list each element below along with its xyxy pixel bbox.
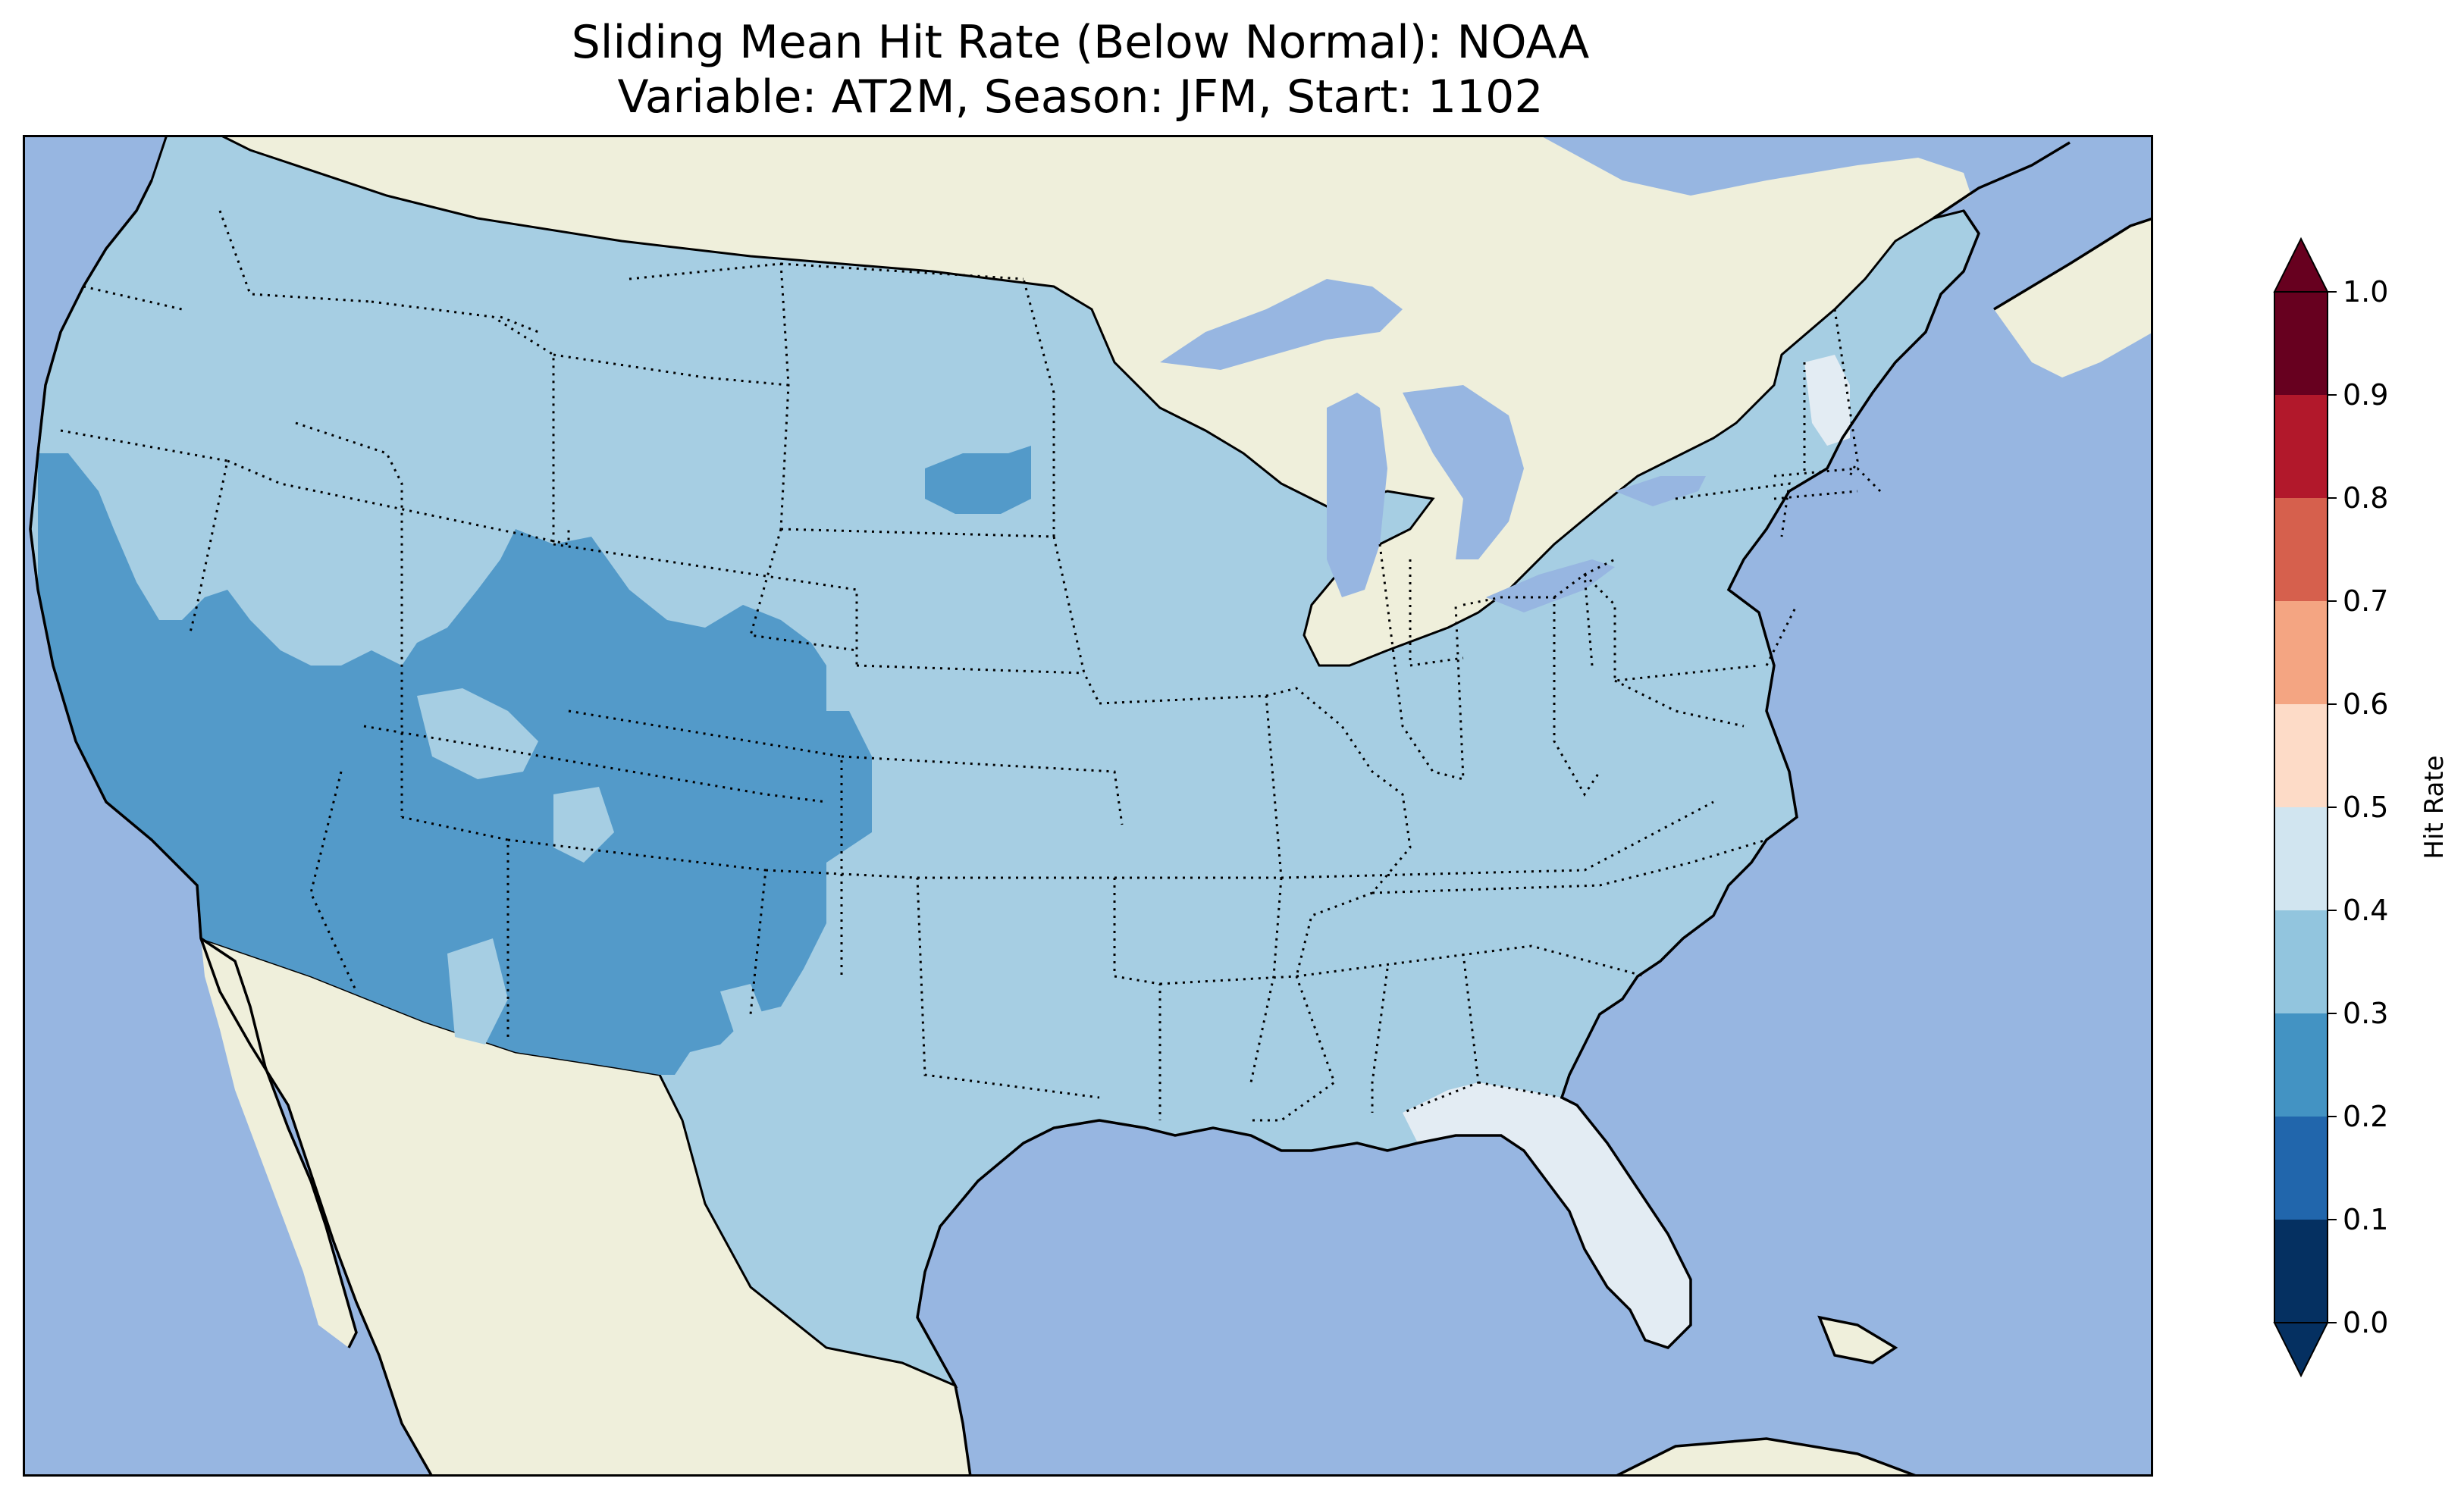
colorbar-level-3 — [2274, 910, 2328, 1013]
colorbar-level-7 — [2274, 498, 2328, 601]
state-borders — [60, 210, 1882, 1122]
sw-hole-3 — [447, 938, 508, 1045]
colorbar-level-6 — [2274, 601, 2328, 704]
dakota-patch — [925, 446, 1031, 514]
colorbar-tick-label: 0.7 — [2343, 584, 2388, 618]
title-line-1: Sliding Mean Hit Rate (Below Normal): NO… — [571, 16, 1590, 69]
title-line-2: Variable: AT2M, Season: JFM, Start: 1102 — [617, 70, 1544, 124]
colorbar-tick-label: 0.5 — [2343, 791, 2388, 824]
sw-hole-2 — [553, 787, 614, 863]
colorbar-levels — [2273, 236, 2329, 1378]
sw-hole-4 — [720, 984, 766, 1037]
colorbar-label: Hit Rate — [2419, 755, 2450, 859]
colorbar-extend-low — [2273, 1322, 2329, 1378]
land-south-bottom — [1615, 1439, 1918, 1477]
land-baja — [201, 938, 356, 1348]
colorbar-tick-label: 1.0 — [2343, 275, 2388, 309]
lake-michigan — [1327, 393, 1387, 597]
colorbar-level-4 — [2274, 807, 2328, 910]
colorbar-tick-label: 0.8 — [2343, 481, 2388, 515]
colorbar-level-1 — [2274, 1117, 2328, 1220]
coastlines — [29, 141, 2153, 1477]
land-mexico — [201, 938, 970, 1477]
colorbar-level-9 — [2274, 292, 2328, 395]
colorbar-level-5 — [2274, 704, 2328, 807]
colorbar-level-2 — [2274, 1013, 2328, 1117]
colorbar-tick-label: 0.3 — [2343, 997, 2388, 1030]
lake-erie — [1486, 559, 1615, 612]
colorbar: 0.0 0.1 0.2 0.3 0.4 0.5 0.6 0.7 0.8 0.9 1.0 Hit Ra… — [2273, 236, 2450, 1378]
colorbar-ticks: 0.0 0.1 0.2 0.3 0.4 0.5 0.6 0.7 0.8 0.9 1.0 — [2328, 275, 2388, 1339]
lake-huron — [1403, 385, 1524, 559]
colorbar-tick-label: 0.4 — [2343, 894, 2388, 927]
land-cuba — [1820, 1317, 1895, 1363]
colorbar-tick-label: 0.0 — [2343, 1306, 2388, 1339]
colorbar-level-8 — [2274, 395, 2328, 498]
lake-ontario — [1615, 476, 1706, 506]
colorbar-tick-label: 0.6 — [2343, 687, 2388, 721]
land-north — [220, 135, 1971, 666]
florida-region — [1403, 1082, 1691, 1348]
map — [23, 135, 2153, 1477]
lake-superior — [1160, 279, 1403, 370]
new-england-patch — [1804, 355, 1850, 446]
sw-hole-1 — [417, 688, 538, 779]
figure-title: Sliding Mean Hit Rate (Below Normal): NO… — [0, 15, 2161, 124]
colorbar-tick-label: 0.1 — [2343, 1203, 2388, 1236]
colorbar-tick-label: 0.2 — [2343, 1100, 2388, 1133]
land-maritime — [1994, 218, 2153, 377]
colorbar-extend-high — [2273, 236, 2329, 293]
map-frame — [23, 135, 2153, 1477]
colorbar-tick-label: 0.9 — [2343, 378, 2388, 412]
colorbar-level-0 — [2274, 1220, 2328, 1323]
